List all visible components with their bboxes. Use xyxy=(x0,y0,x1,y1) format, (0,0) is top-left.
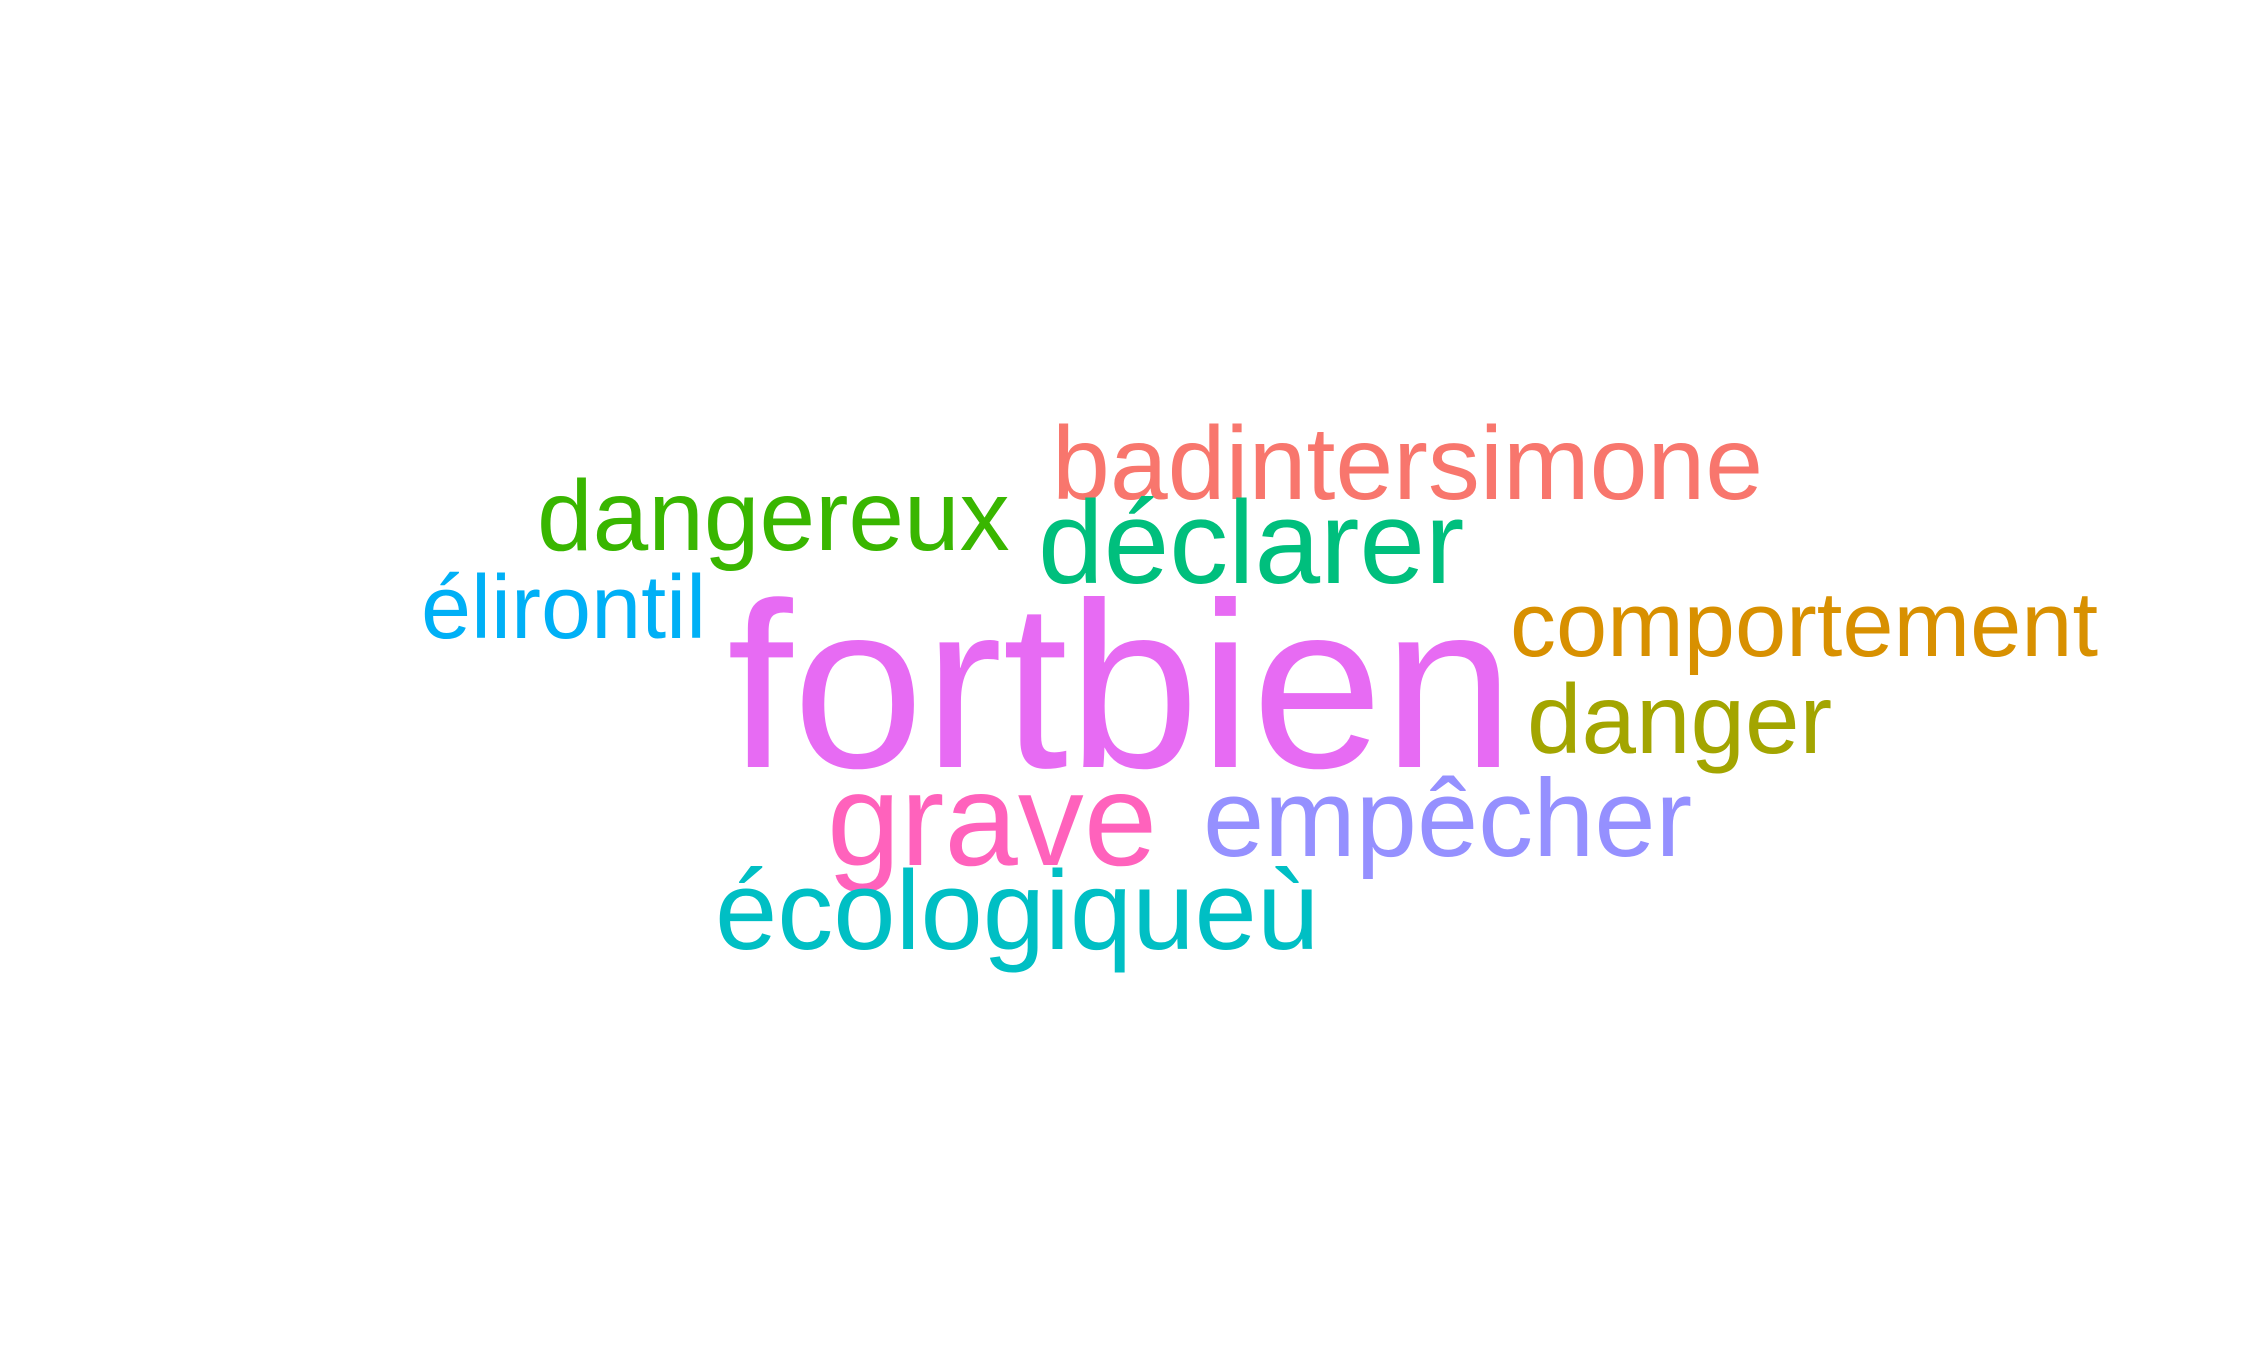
word-grave: grave xyxy=(827,746,1158,893)
word-badintersimone: badintersimone xyxy=(1052,406,1764,522)
word-ecologiqueu: écologiqueù xyxy=(715,848,1320,973)
word-declarer: déclarer xyxy=(1038,477,1465,609)
word-dangereux: dangereux xyxy=(537,460,1010,572)
word-danger: danger xyxy=(1527,664,1833,774)
word-fortbien: fortbien xyxy=(727,554,1515,818)
word-elirontil: élirontil xyxy=(421,558,707,658)
word-empecher: empêcher xyxy=(1203,757,1693,880)
word-comportement: comportement xyxy=(1510,574,2099,676)
